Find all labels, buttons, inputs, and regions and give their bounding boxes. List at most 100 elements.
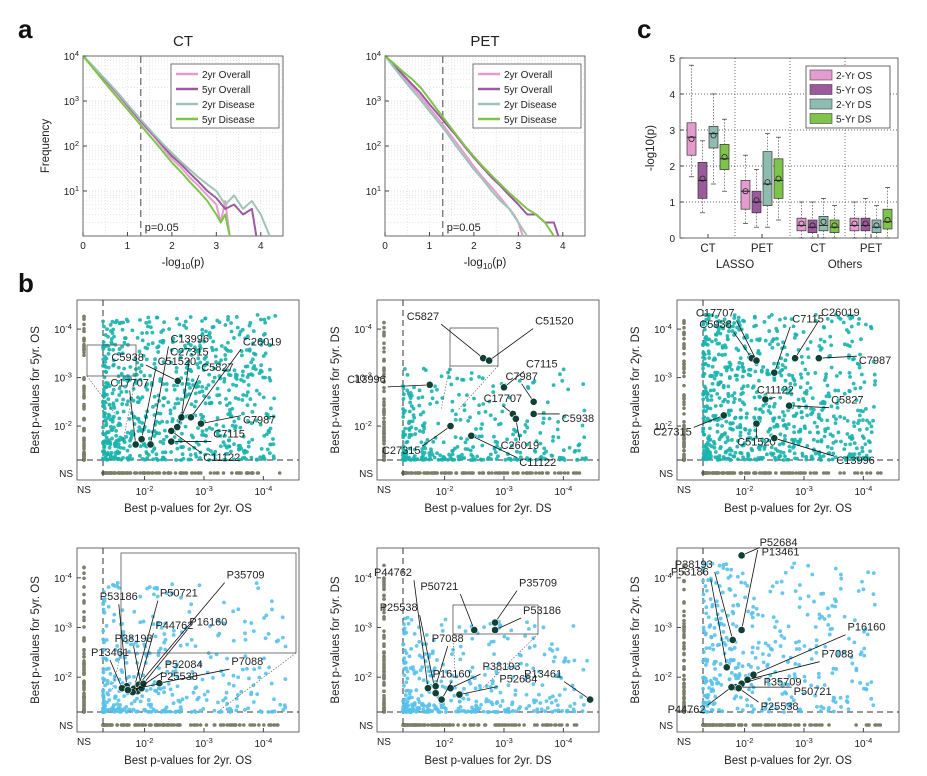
data-point [734, 624, 739, 629]
data-point [815, 424, 820, 429]
data-point [410, 708, 415, 713]
data-point [191, 383, 195, 387]
data-point [813, 625, 818, 629]
data-point [850, 433, 854, 438]
data-point [768, 411, 773, 416]
data-point [701, 351, 706, 356]
callout-line [773, 326, 791, 373]
mean-marker [862, 220, 869, 227]
data-point [827, 394, 832, 399]
data-point [198, 708, 203, 713]
ns-point [382, 372, 386, 376]
data-point [226, 368, 231, 373]
data-point [769, 704, 774, 709]
data-point [849, 324, 854, 329]
data-point [729, 567, 734, 572]
ns-point [82, 648, 86, 653]
data-point [554, 674, 559, 679]
data-point [708, 374, 713, 378]
data-point [513, 688, 518, 693]
data-point [226, 444, 231, 449]
data-point [203, 316, 208, 321]
ns-point [382, 368, 386, 373]
data-point [155, 594, 160, 599]
data-point [134, 640, 139, 645]
data-point [706, 436, 710, 441]
plot-frame [676, 547, 900, 733]
data-point [733, 450, 738, 455]
data-point [725, 337, 730, 342]
data-point [732, 454, 737, 459]
data-point [713, 450, 718, 454]
data-point [477, 403, 482, 408]
data-point [731, 603, 736, 608]
data-point [252, 667, 257, 672]
y-tick-label: 104 [64, 49, 79, 63]
highlight-label: C5938 [111, 352, 143, 364]
data-point [504, 709, 509, 714]
ns-point [682, 618, 686, 623]
callout-line [127, 683, 159, 691]
data-point [457, 625, 462, 629]
data-point [715, 391, 720, 396]
data-point [798, 583, 802, 587]
data-point [786, 682, 791, 687]
ns-point [382, 607, 386, 612]
data-point [148, 325, 153, 330]
data-point [842, 391, 847, 396]
data-point [740, 374, 745, 379]
x-tick-label: 10-4 [554, 736, 572, 750]
data-point [709, 708, 714, 713]
data-point [448, 367, 452, 372]
data-point [742, 457, 747, 462]
data-point [778, 450, 783, 454]
data-point [732, 696, 737, 701]
data-point [551, 434, 556, 439]
data-point [154, 403, 159, 407]
data-point [192, 709, 197, 713]
data-point [271, 437, 275, 441]
data-point [282, 703, 287, 708]
data-point [145, 387, 150, 392]
ns-point [549, 723, 553, 727]
data-point [173, 710, 177, 714]
data-point [782, 324, 787, 328]
ns-point [511, 471, 516, 475]
data-point [745, 411, 749, 416]
data-point [711, 647, 716, 652]
data-point [817, 612, 822, 617]
series-line-4 [384, 55, 555, 237]
data-point [559, 455, 564, 460]
data-point [732, 646, 737, 650]
data-point [762, 320, 767, 324]
data-point [107, 402, 112, 407]
series-line-4 [82, 55, 231, 237]
data-point [204, 698, 209, 702]
data-point [836, 398, 841, 403]
zoom-connector [219, 652, 297, 711]
highlight-label: P35709 [764, 677, 802, 689]
data-point [188, 385, 192, 390]
ns-point [874, 723, 878, 727]
y-axis-label: Best p-values for 5yr. OS [30, 576, 42, 704]
data-point [107, 347, 112, 352]
data-point [427, 709, 432, 714]
data-point [827, 705, 831, 710]
data-point [475, 454, 480, 459]
ns-point [238, 723, 242, 727]
data-point [832, 696, 837, 701]
data-point [771, 615, 776, 620]
data-point [414, 426, 418, 431]
data-point [270, 607, 274, 612]
plot-frame [76, 299, 300, 481]
data-point [222, 379, 227, 384]
data-point [736, 348, 741, 353]
ns-point [682, 587, 686, 592]
data-point [402, 367, 407, 371]
data-point [479, 426, 483, 431]
threshold-label: p=0.05 [447, 222, 481, 234]
x-tick-label: 10-4 [854, 484, 872, 498]
data-point [525, 419, 530, 424]
data-point [854, 446, 859, 451]
data-point [191, 690, 196, 695]
